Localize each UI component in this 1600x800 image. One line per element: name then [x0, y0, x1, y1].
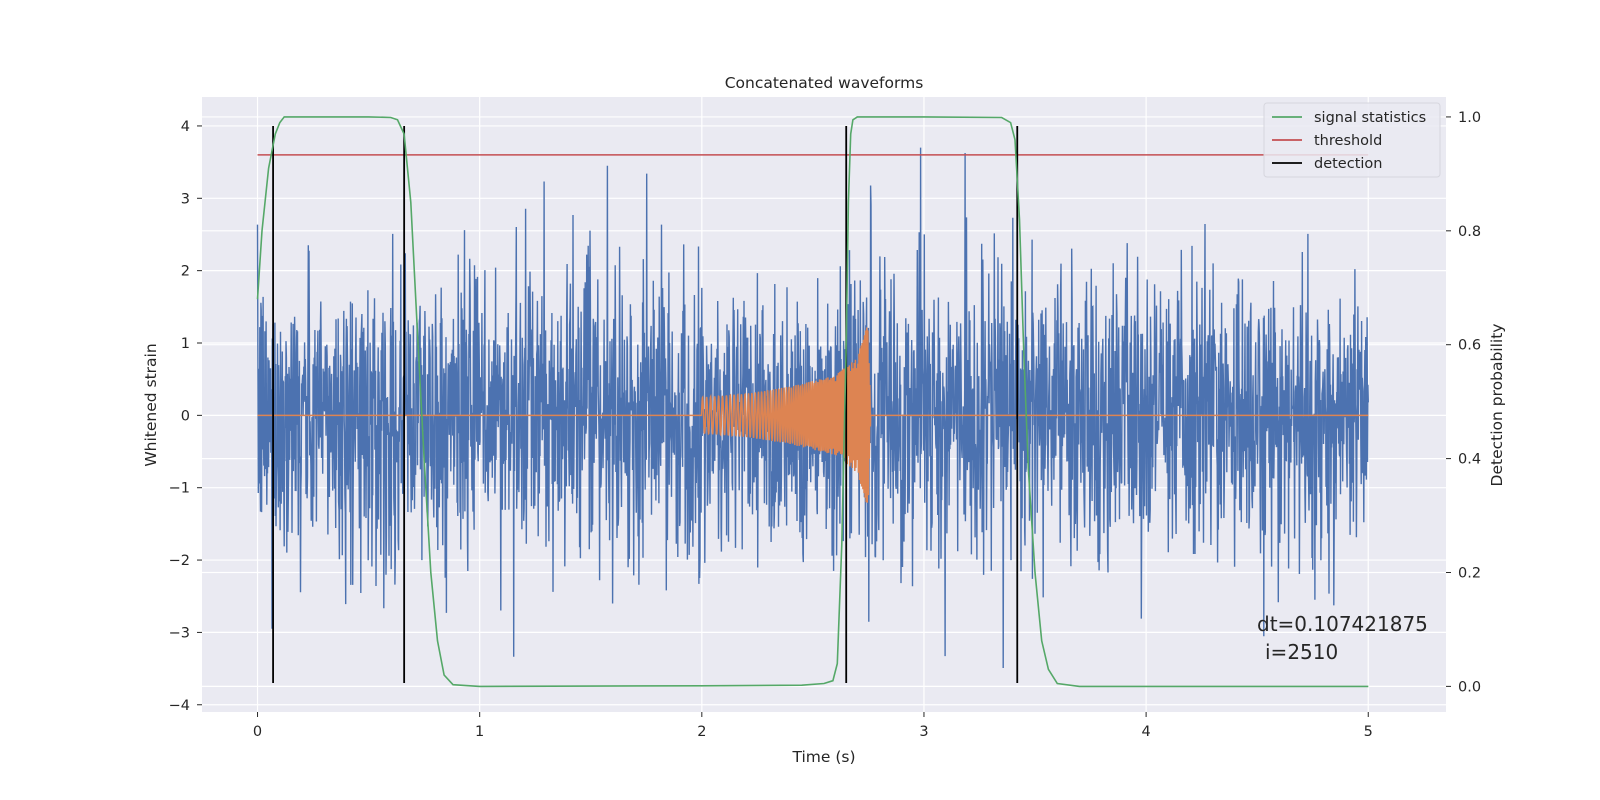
y-right-tick-label: 0.6: [1458, 338, 1481, 354]
y-left-tick-label: 4: [181, 119, 190, 135]
y-left-tick-label: 0: [181, 408, 190, 424]
y-left-tick-label: 1: [181, 336, 190, 352]
chirp-series: [257, 327, 1369, 503]
x-axis-ticks: 0 1 2 3 4 5: [253, 712, 1373, 740]
x-tick-label: 2: [697, 724, 706, 740]
annotation-dt: dt=0.107421875: [1257, 612, 1428, 636]
y-right-tick-label: 0.4: [1458, 452, 1481, 468]
x-axis-label: Time (s): [791, 748, 855, 766]
x-tick-label: 1: [475, 724, 484, 740]
legend-label-detection: detection: [1314, 156, 1382, 172]
y-right-axis-label: Detection probability: [1488, 324, 1506, 487]
y-left-axis-label: Whitened strain: [142, 343, 160, 466]
legend-box: [1263, 102, 1441, 178]
y-left-axis-ticks: 4 3 2 1 0 −1 −2 −3 −4: [169, 119, 202, 714]
y-right-axis-ticks: 1.0 0.8 0.6 0.4 0.2 0.0: [1446, 110, 1481, 695]
y-right-tick-label: 0.2: [1458, 565, 1481, 581]
y-right-tick-label: 1.0: [1458, 110, 1481, 126]
x-tick-label: 5: [1364, 724, 1373, 740]
x-tick-label: 0: [253, 724, 262, 740]
strain-noise-series: [256, 147, 1369, 669]
strain-noise-path: [256, 147, 1369, 669]
x-tick-label: 4: [1141, 724, 1150, 740]
signal-statistics-line: [256, 116, 1369, 688]
y-left-tick-label: 3: [181, 191, 190, 207]
annotation: dt=0.107421875 i=2510: [1257, 612, 1428, 664]
y-left-tick-label: −4: [169, 698, 190, 714]
annotation-i: i=2510: [1265, 640, 1338, 664]
chart-title: Concatenated waveforms: [725, 74, 924, 92]
x-tick-label: 3: [919, 724, 928, 740]
y-right-tick-label: 0.0: [1458, 679, 1481, 695]
detection-lines: [272, 125, 1019, 684]
y-left-tick-label: −3: [169, 625, 190, 641]
y-left-tick-label: 2: [181, 264, 190, 280]
legend: signal statistics threshold detection: [1263, 102, 1441, 178]
y-right-tick-label: 0.8: [1458, 224, 1481, 240]
legend-label-signal-statistics: signal statistics: [1314, 110, 1426, 126]
legend-label-threshold: threshold: [1314, 133, 1382, 149]
y-left-tick-label: −1: [169, 481, 190, 497]
y-left-tick-label: −2: [169, 553, 190, 569]
